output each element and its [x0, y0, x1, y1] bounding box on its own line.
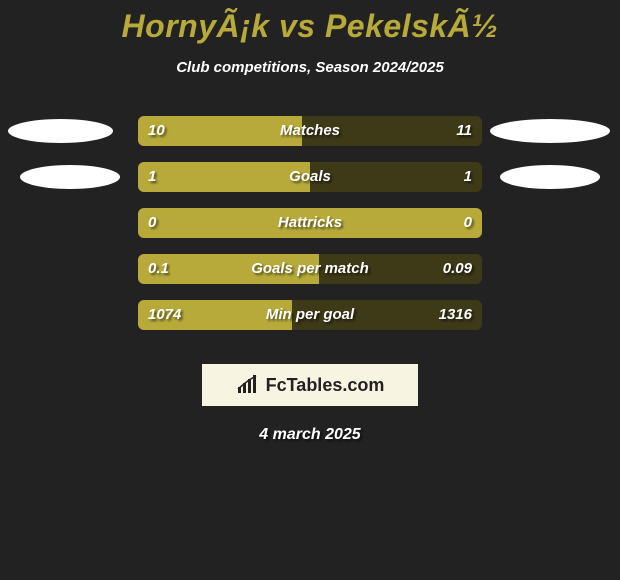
bar-fill — [138, 300, 292, 330]
stat-bar: 1074Min per goal1316 — [138, 300, 482, 330]
stat-row: 1074Min per goal1316 — [0, 300, 620, 346]
stat-row: 10Matches11 — [0, 116, 620, 162]
logo-box: FcTables.com — [202, 364, 418, 406]
stat-row: 1Goals1 — [0, 162, 620, 208]
left-oval — [20, 165, 120, 189]
bar-fill — [138, 208, 482, 238]
page-root: HornyÃ¡k vs PekelskÃ½ Club competitions,… — [0, 0, 620, 580]
date-text: 4 march 2025 — [0, 426, 620, 444]
left-oval — [8, 119, 113, 143]
stat-bar: 0.1Goals per match0.09 — [138, 254, 482, 284]
bars-icon — [236, 375, 260, 395]
bar-fill — [138, 162, 310, 192]
bar-fill — [138, 254, 319, 284]
stat-row: 0.1Goals per match0.09 — [0, 254, 620, 300]
right-oval — [500, 165, 600, 189]
subtitle: Club competitions, Season 2024/2025 — [0, 59, 620, 76]
stat-bar: 10Matches11 — [138, 116, 482, 146]
stat-row: 0Hattricks0 — [0, 208, 620, 254]
logo-text: FcTables.com — [266, 375, 385, 396]
stat-bar: 0Hattricks0 — [138, 208, 482, 238]
stat-bar: 1Goals1 — [138, 162, 482, 192]
page-title: HornyÃ¡k vs PekelskÃ½ — [0, 0, 620, 45]
right-oval — [490, 119, 610, 143]
bar-fill — [138, 116, 302, 146]
stats-list: 10Matches11 1Goals1 0Hattricks0 0.1Goals pe… — [0, 116, 620, 346]
